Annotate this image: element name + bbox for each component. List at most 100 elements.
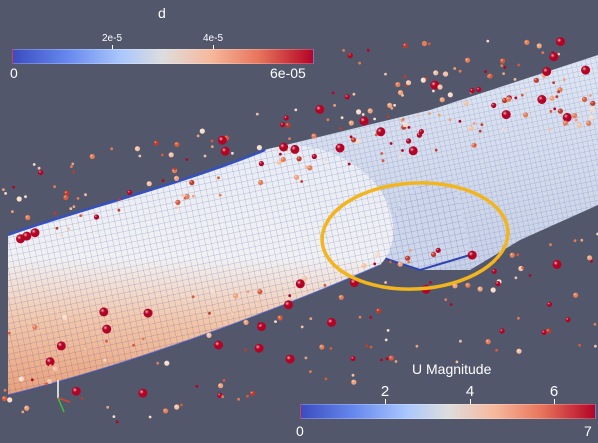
particle-highlight [45, 357, 55, 367]
particle-sphere [67, 227, 71, 231]
particle-sphere [366, 48, 370, 52]
particle-sphere [37, 166, 41, 170]
particle-highlight [279, 142, 289, 152]
particle-sphere [103, 358, 107, 362]
scalar-bar-d-max: 6e-05 [270, 65, 306, 81]
particle-highlight [38, 169, 44, 176]
particle-sphere [432, 89, 435, 93]
particle-highlight [143, 308, 153, 318]
particle-sphere [117, 208, 121, 212]
particle-sphere [32, 163, 36, 166]
particle-sphere [393, 103, 396, 107]
particle-highlight [490, 287, 496, 293]
particle-sphere [279, 152, 282, 156]
scalar-bar-d-min: 0 [10, 65, 18, 81]
particle-sphere [174, 206, 178, 210]
particle-sphere [434, 148, 438, 152]
scalar-bar-d-tick-2: 4e-5 [202, 33, 224, 44]
particle-sphere [593, 322, 597, 326]
scalar-bar-d-tickmark-1 [112, 45, 113, 49]
particle-sphere [574, 118, 578, 122]
particle-highlight [465, 282, 471, 288]
particle-sphere [521, 266, 525, 270]
particle-sphere [84, 193, 87, 197]
particle-sphere [555, 95, 559, 99]
particle-highlight [311, 153, 317, 160]
particle-highlight [338, 294, 344, 300]
particle-sphere [374, 133, 378, 137]
particle-highlight [367, 108, 373, 114]
scalar-bar-u-tick-3: 6 [549, 383, 559, 400]
particle-highlight [30, 228, 40, 238]
scalar-bar-u-tickmark-3 [554, 399, 555, 404]
particle-sphere [373, 262, 377, 266]
particle-highlight [361, 263, 367, 269]
particle-sphere [478, 129, 482, 133]
particle-sphere [288, 294, 292, 298]
particle-highlight [174, 141, 180, 147]
particle-sphere [294, 108, 298, 112]
particle-sphere [589, 94, 592, 97]
particle-sphere [455, 360, 459, 364]
particle-highlight [464, 57, 471, 63]
particle-sphere [458, 119, 462, 123]
particle-highlight [257, 289, 263, 295]
particle-highlight [315, 104, 325, 114]
scalar-bar-u-min: 0 [296, 423, 304, 439]
particle-sphere [437, 113, 441, 117]
particle-sphere [389, 142, 393, 145]
particle-highlight [523, 112, 529, 118]
particle-sphere [415, 344, 419, 348]
particle-sphere [218, 193, 222, 197]
particle-sphere [274, 320, 277, 323]
particle-sphere [503, 65, 507, 69]
particle-sphere [516, 253, 520, 257]
particle-sphere [195, 385, 199, 388]
particle-sphere [351, 373, 355, 377]
particle-highlight [258, 161, 264, 167]
particle-sphere [76, 197, 80, 200]
particle-sphere [514, 96, 518, 100]
particle-highlight [254, 343, 264, 353]
particle-sphere [148, 415, 152, 419]
particle-sphere [548, 127, 552, 131]
particle-highlight [319, 344, 325, 350]
particle-sphere [80, 396, 84, 400]
particle-highlight [163, 408, 169, 414]
particle-highlight [335, 143, 345, 153]
particle-sphere [53, 211, 57, 215]
particle-sphere [3, 388, 7, 392]
particle-highlight [476, 86, 482, 93]
particle-sphere [55, 226, 59, 230]
particle-highlight [533, 77, 540, 83]
particle-sphere [399, 154, 402, 158]
particle-highlight [214, 340, 223, 350]
particle-sphere [331, 91, 335, 95]
particle-highlight [351, 379, 357, 385]
particle-highlight [344, 94, 350, 100]
particle-sphere [549, 243, 552, 247]
particle-highlight [376, 127, 386, 137]
particle-highlight [285, 122, 291, 128]
particle-highlight [348, 120, 354, 126]
particle-highlight [184, 193, 190, 200]
particle-sphere [517, 63, 521, 67]
scalar-bar-d-title: d [158, 5, 166, 21]
particle-highlight [536, 43, 542, 49]
particle-sphere [487, 75, 490, 78]
particle-highlight [408, 146, 418, 156]
particle-sphere [453, 67, 457, 70]
particle-highlight [256, 145, 262, 151]
particle-sphere [428, 112, 431, 115]
particle-sphere [384, 72, 387, 76]
particle-sphere [552, 81, 555, 84]
particle-sphere [221, 395, 225, 399]
particle-sphere [210, 139, 214, 143]
particle-highlight [89, 153, 95, 160]
particle-sphere [257, 300, 261, 304]
particle-highlight [541, 329, 547, 335]
scalar-bar-u-max: 7 [584, 423, 592, 439]
particle-sphere [138, 154, 142, 158]
